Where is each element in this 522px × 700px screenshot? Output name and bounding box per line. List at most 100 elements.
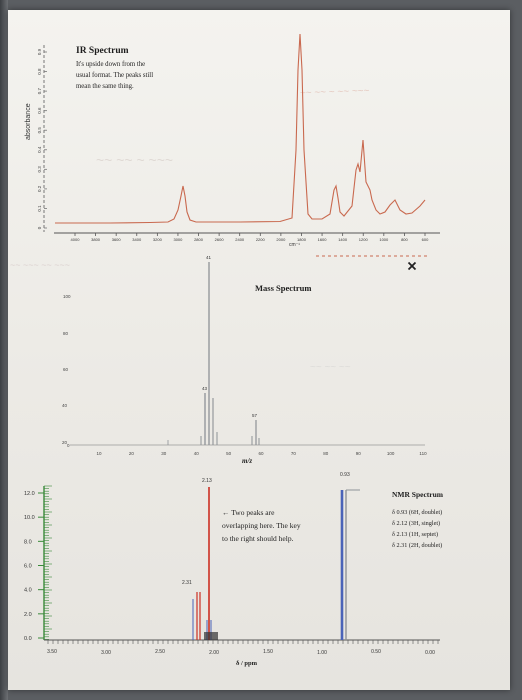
nmr-y-ruler bbox=[44, 485, 52, 640]
ir-y-tick-label: 0.4 bbox=[37, 146, 42, 153]
ir-y-tick-labels: 0.9 0.8 0.7 0.6 0.5 0.4 0.3 0.2 0.1 0 bbox=[37, 48, 47, 229]
svg-text:~~ ~~~ ~~ ~~~: ~~ ~~~ ~~ ~~~ bbox=[10, 260, 70, 270]
ms-x-axis-label: m/z bbox=[242, 457, 252, 465]
ir-y-tick-label: 0.5 bbox=[37, 127, 42, 134]
ms-peak-label: 57 bbox=[252, 413, 258, 418]
ms-y-tick-label: 80 bbox=[63, 331, 69, 336]
ms-x-tick-label: 40 bbox=[194, 451, 200, 456]
ir-y-tick-label: 0.2 bbox=[37, 185, 42, 192]
ir-x-tick-label: 1600 bbox=[318, 237, 328, 242]
nmr-x-tick-label: 1.50 bbox=[263, 649, 273, 655]
nmr-septet-cluster bbox=[204, 632, 218, 640]
nmr-x-tick-labels: 3.50 3.00 2.50 2.00 1.50 1.00 0.50 0.00 bbox=[47, 649, 435, 656]
ir-x-tick-label: 3800 bbox=[91, 237, 101, 242]
ms-x-tick-label: 10 bbox=[96, 451, 102, 456]
ir-y-tick-label: 0.3 bbox=[37, 166, 42, 173]
ir-y-tick-label: 0.7 bbox=[37, 87, 42, 94]
ms-title: Mass Spectrum bbox=[255, 283, 311, 293]
ir-x-tick-label: 600 bbox=[422, 237, 429, 242]
ir-y-tick-label: 0.1 bbox=[37, 205, 42, 212]
ir-x-tick-label: 1200 bbox=[359, 237, 369, 242]
ir-note-line: It's upside down from the bbox=[76, 61, 145, 68]
ir-x-tick-label: 4000 bbox=[71, 237, 81, 242]
nmr-key-line: δ 0.93 (6H, doublet) bbox=[392, 509, 442, 516]
ir-y-tick-label: 0 bbox=[37, 226, 42, 229]
ir-x-tick-label: 2600 bbox=[215, 237, 225, 242]
photo-background-edge bbox=[0, 0, 8, 700]
ir-x-tick-label: 800 bbox=[401, 237, 408, 242]
ir-x-tick-label: 2200 bbox=[256, 237, 266, 242]
svg-text:~~ ~~ ~ ~~ ~~~: ~~ ~~ ~ ~~ ~~~ bbox=[300, 86, 370, 99]
worksheet-paper bbox=[8, 10, 510, 690]
nmr-x-tick-label: 1.00 bbox=[317, 650, 327, 656]
ir-x-tick-labels: 4000 3800 3600 3400 3200 3000 2800 2600 2400 2200… bbox=[71, 233, 429, 242]
svg-text:~~ ~~ ~~: ~~ ~~ ~~ bbox=[310, 362, 351, 373]
ir-title: IR Spectrum bbox=[76, 46, 129, 56]
nmr-y-tick-label: 2.0 bbox=[24, 612, 32, 618]
ms-x-tick-label: 90 bbox=[356, 451, 362, 456]
ms-x-tick-label: 20 bbox=[129, 451, 135, 456]
ms-x-tick-label: 50 bbox=[226, 451, 232, 456]
nmr-y-tick-label: 8.0 bbox=[24, 539, 32, 545]
nmr-key-line: δ 2.31 (2H, doublet) bbox=[392, 542, 442, 549]
nmr-x-axis-label: δ / ppm bbox=[236, 660, 258, 667]
ms-x-tick-label: 110 bbox=[419, 451, 427, 456]
nmr-peak-label: 2.13 bbox=[202, 478, 212, 484]
nmr-y-tick-label: 12.0 bbox=[24, 491, 35, 497]
ms-x-tick-label: 30 bbox=[161, 451, 167, 456]
ms-y-tick-label: 100 bbox=[63, 294, 71, 299]
ir-note-line: mean the same thing. bbox=[76, 83, 134, 90]
ms-x-tick-labels: 10 20 30 40 50 60 70 80 90 100 110 bbox=[96, 451, 427, 456]
ir-x-tick-label: 3600 bbox=[112, 237, 122, 242]
ir-note-line: usual format. The peaks still bbox=[76, 72, 153, 79]
ir-spectrum-trace bbox=[55, 33, 426, 224]
ir-spectrum-panel: ~~ ~~ ~ ~~ ~~~ ~~ ~~ ~ ~~~ 0.90.80.70.60… bbox=[25, 33, 440, 248]
ms-y-tick-label: 60 bbox=[63, 367, 69, 372]
ms-x-tick-label: 100 bbox=[387, 451, 395, 456]
ir-x-tick-label: 1400 bbox=[338, 237, 348, 242]
nmr-x-tick-label: 0.50 bbox=[371, 649, 381, 655]
nmr-y-tick-label: 6.0 bbox=[24, 564, 32, 570]
nmr-x-tick-label: 2.50 bbox=[155, 649, 165, 655]
ir-x-tick-label: 3200 bbox=[153, 237, 163, 242]
nmr-y-tick-label: 10.0 bbox=[24, 515, 35, 521]
ms-y-tick-label: 20 bbox=[62, 440, 68, 445]
ms-x-tick-label: 80 bbox=[323, 451, 329, 456]
ir-y-tick-label: 0.6 bbox=[37, 107, 42, 114]
ir-x-tick-label: 1000 bbox=[379, 237, 389, 242]
nmr-x-tick-label: 3.50 bbox=[47, 649, 57, 655]
ms-y-tick-label: 0 bbox=[67, 443, 70, 448]
nmr-note-line: ← Two peaks are bbox=[222, 508, 275, 517]
ir-x-tick-label: 2000 bbox=[276, 237, 286, 242]
ir-x-tick-label: 3000 bbox=[173, 237, 183, 242]
svg-text:~~ ~~ ~ ~~~: ~~ ~~ ~ ~~~ bbox=[96, 152, 173, 168]
ms-peak-label: 43 bbox=[202, 386, 208, 391]
nmr-x-tick-label: 3.00 bbox=[101, 650, 111, 656]
nmr-y-tick-label: 0.0 bbox=[24, 636, 32, 642]
nmr-key-line: δ 2.13 (1H, septet) bbox=[392, 531, 438, 538]
ir-x-axis-unit: cm⁻¹ bbox=[289, 242, 300, 248]
x-icon[interactable] bbox=[407, 261, 417, 271]
nmr-y-tick-labels: 12.0 10.0 8.0 6.0 4.0 2.0 0.0 bbox=[24, 491, 44, 642]
nmr-peak-label: 0.93 bbox=[340, 472, 350, 478]
ms-x-tick-label: 70 bbox=[291, 451, 297, 456]
nmr-key-line: δ 2.12 (3H, singlet) bbox=[392, 520, 440, 527]
nmr-x-tick-label: 2.00 bbox=[209, 650, 219, 656]
ir-y-tick-label: 0.8 bbox=[37, 68, 42, 75]
nmr-note-line: to the right should help. bbox=[222, 534, 294, 543]
ir-x-tick-label: 3400 bbox=[132, 237, 142, 242]
ir-y-axis-label: absorbance bbox=[25, 103, 32, 140]
nmr-note-line: overlapping here. The key bbox=[222, 521, 301, 530]
ms-x-tick-label: 60 bbox=[258, 451, 264, 456]
nmr-spectrum-panel: 12.0 10.0 8.0 6.0 4.0 2.0 0.0 3.50 3.00 2.50 2.00… bbox=[24, 472, 444, 667]
ir-y-tick-label: 0.9 bbox=[37, 48, 42, 55]
nmr-x-ruler bbox=[47, 640, 439, 644]
ir-x-tick-label: 2400 bbox=[235, 237, 245, 242]
nmr-peak-label: 2.31 bbox=[182, 580, 192, 586]
nmr-y-tick-label: 4.0 bbox=[24, 588, 32, 594]
ms-y-tick-labels: 100 80 60 40 200 bbox=[62, 294, 71, 448]
ms-y-tick-label: 40 bbox=[62, 403, 68, 408]
ir-x-tick-label: 2800 bbox=[194, 237, 204, 242]
